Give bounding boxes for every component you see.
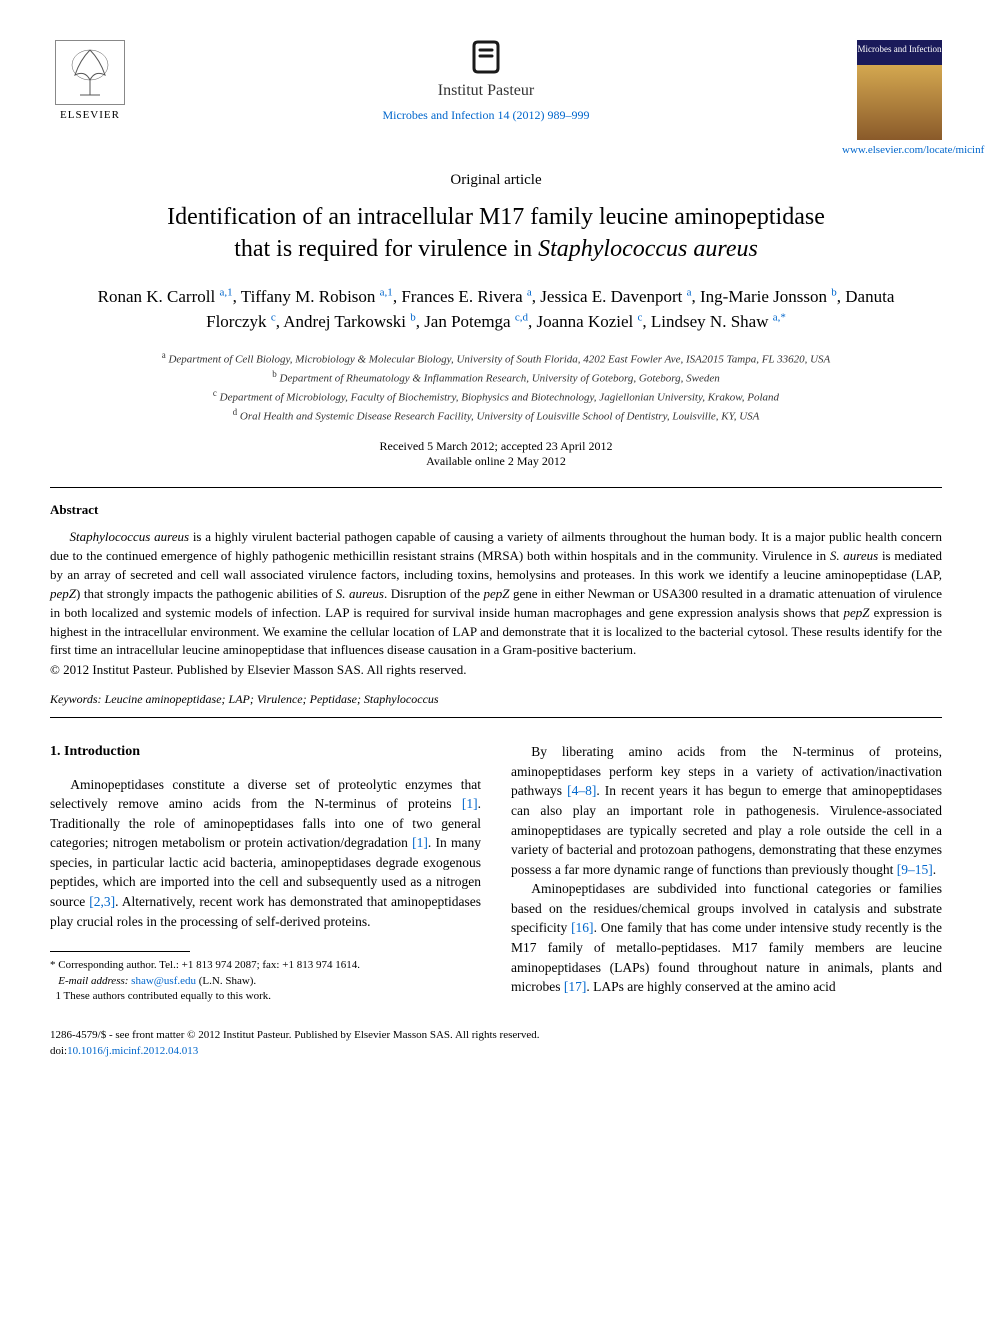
journal-reference[interactable]: Microbes and Infection 14 (2012) 989–999: [130, 108, 842, 123]
abstract-copyright: © 2012 Institut Pasteur. Published by El…: [50, 662, 942, 678]
affiliation-a: a Department of Cell Biology, Microbiolo…: [50, 349, 942, 368]
footnote-equal: 1 These authors contributed equally to t…: [50, 989, 481, 1004]
citation[interactable]: [9–15]: [897, 862, 933, 877]
elsevier-logo: ELSEVIER: [50, 40, 130, 130]
author: Tiffany M. Robison a,1: [241, 287, 393, 306]
rule-top: [50, 487, 942, 488]
pasteur-name: Institut Pasteur: [438, 82, 534, 100]
citation[interactable]: [16]: [571, 920, 594, 935]
column-left: 1. Introduction Aminopeptidases constitu…: [50, 742, 481, 1004]
header-row: ELSEVIER Institut Pasteur Microbes and I…: [50, 40, 942, 156]
abstract-label: Abstract: [50, 502, 942, 518]
author: Ronan K. Carroll a,1: [98, 287, 233, 306]
citation[interactable]: [17]: [564, 979, 587, 994]
author: Frances E. Rivera a: [401, 287, 531, 306]
journal-cover-thumb: Microbes and Infection: [857, 40, 942, 140]
affiliation-c: c Department of Microbiology, Faculty of…: [50, 387, 942, 406]
affiliation-b: b Department of Rheumatology & Inflammat…: [50, 368, 942, 387]
title-line2-pre: that is required for virulence in: [234, 236, 538, 262]
email-link[interactable]: shaw@usf.edu: [131, 975, 196, 987]
keywords: Keywords: Leucine aminopeptidase; LAP; V…: [50, 692, 942, 707]
footnote-rule: [50, 951, 190, 952]
doi-label: doi:: [50, 1045, 67, 1057]
citation[interactable]: [1]: [412, 835, 428, 850]
abstract-text: Staphylococcus aureus is a highly virule…: [50, 528, 942, 660]
received-accepted: Received 5 March 2012; accepted 23 April…: [50, 439, 942, 454]
journal-cover-box: Microbes and Infection www.elsevier.com/…: [842, 40, 942, 156]
available-online: Available online 2 May 2012: [50, 454, 942, 469]
footnote-email: E-mail address: shaw@usf.edu (L.N. Shaw)…: [50, 974, 481, 989]
elsevier-text: ELSEVIER: [60, 109, 120, 121]
keywords-label: Keywords:: [50, 692, 102, 706]
author-list: Ronan K. Carroll a,1, Tiffany M. Robison…: [80, 284, 912, 335]
publisher-center: Institut Pasteur Microbes and Infection …: [130, 40, 842, 123]
author: Ing-Marie Jonsson b: [700, 287, 837, 306]
issn-line: 1286-4579/$ - see front matter © 2012 In…: [50, 1028, 942, 1043]
elsevier-tree-icon: [55, 40, 125, 105]
column-right: By liberating amino acids from the N-ter…: [511, 742, 942, 1004]
article-type: Original article: [50, 172, 942, 189]
email-label: E-mail address:: [58, 975, 128, 987]
pasteur-logo: Institut Pasteur: [130, 40, 842, 100]
body-columns: 1. Introduction Aminopeptidases constitu…: [50, 742, 942, 1004]
title-line1: Identification of an intracellular M17 f…: [167, 204, 825, 230]
article-title: Identification of an intracellular M17 f…: [90, 201, 902, 266]
citation[interactable]: [1]: [462, 796, 478, 811]
section-heading-intro: 1. Introduction: [50, 742, 481, 762]
article-dates: Received 5 March 2012; accepted 23 April…: [50, 439, 942, 469]
author: Andrej Tarkowski b: [283, 312, 415, 331]
author: Joanna Koziel c: [536, 312, 642, 331]
affiliation-d: d Oral Health and Systemic Disease Resea…: [50, 406, 942, 425]
affiliations: a Department of Cell Biology, Microbiolo…: [50, 349, 942, 426]
citation[interactable]: [2,3]: [89, 894, 115, 909]
author: Jessica E. Davenport a: [540, 287, 691, 306]
intro-para-2: By liberating amino acids from the N-ter…: [511, 742, 942, 879]
rule-bottom: [50, 717, 942, 718]
locate-link[interactable]: www.elsevier.com/locate/micinf: [842, 144, 942, 156]
pasteur-icon: [466, 40, 506, 82]
email-name: (L.N. Shaw).: [199, 975, 256, 987]
bottom-meta: 1286-4579/$ - see front matter © 2012 In…: [50, 1028, 942, 1059]
author: Lindsey N. Shaw a,*: [651, 312, 786, 331]
author: Jan Potemga c,d: [424, 312, 528, 331]
intro-para-1: Aminopeptidases constitute a diverse set…: [50, 775, 481, 932]
doi-link[interactable]: 10.1016/j.micinf.2012.04.013: [67, 1045, 198, 1057]
intro-para-3: Aminopeptidases are subdivided into func…: [511, 879, 942, 996]
footnote-corresponding: * Corresponding author. Tel.: +1 813 974…: [50, 958, 481, 973]
title-species: Staphylococcus aureus: [538, 236, 758, 262]
doi-line: doi:10.1016/j.micinf.2012.04.013: [50, 1044, 942, 1059]
citation[interactable]: [4–8]: [567, 783, 596, 798]
keywords-value: Leucine aminopeptidase; LAP; Virulence; …: [105, 692, 439, 706]
